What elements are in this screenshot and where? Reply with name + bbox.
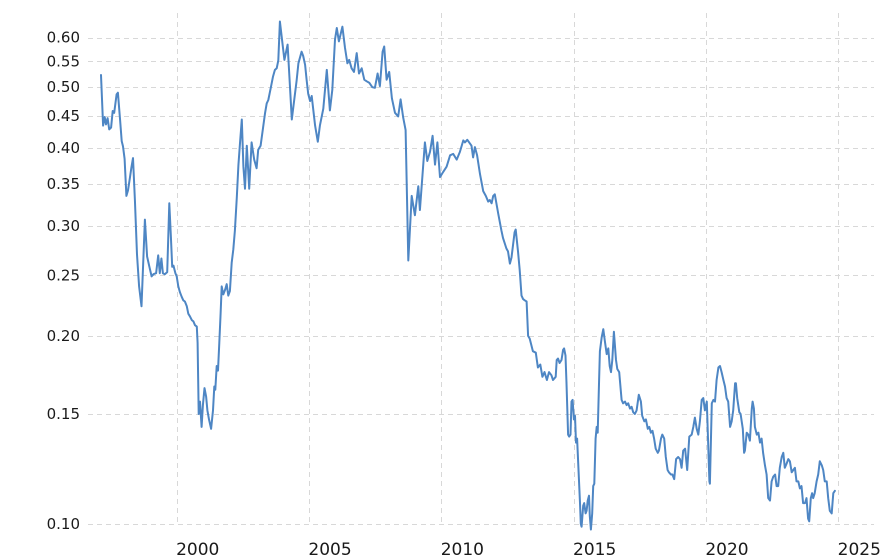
data-series-line[interactable] (100, 20, 836, 531)
y-tick-label: 0.15 (47, 405, 80, 423)
y-tick-label: 0.40 (47, 139, 80, 157)
y-tick-label: 0.30 (47, 217, 80, 235)
x-tick-label: 2025 (838, 540, 881, 560)
y-tick-label: 0.25 (47, 266, 80, 284)
x-tick-label: 2010 (441, 540, 484, 560)
x-tick-label: 2005 (308, 540, 351, 560)
x-tick-label: 2015 (573, 540, 616, 560)
vertical-gridlines (177, 13, 839, 524)
y-axis-tick-labels: 0.10 0.15 0.20 0.25 0.30 0.35 0.40 0.45 0.50 0.55… (47, 29, 80, 533)
horizontal-gridlines (88, 38, 874, 525)
y-tick-label: 0.50 (47, 78, 80, 96)
y-tick-label: 0.20 (47, 327, 80, 345)
x-tick-label: 2020 (705, 540, 748, 560)
y-tick-label: 0.55 (47, 52, 80, 70)
y-tick-label: 0.10 (47, 515, 80, 533)
y-tick-label: 0.60 (47, 29, 80, 47)
y-tick-label: 0.45 (47, 107, 80, 125)
y-tick-label: 0.35 (47, 175, 80, 193)
x-axis-tick-labels: 2000 2005 2010 2015 2020 2025 (176, 540, 881, 560)
x-tick-label: 2000 (176, 540, 219, 560)
